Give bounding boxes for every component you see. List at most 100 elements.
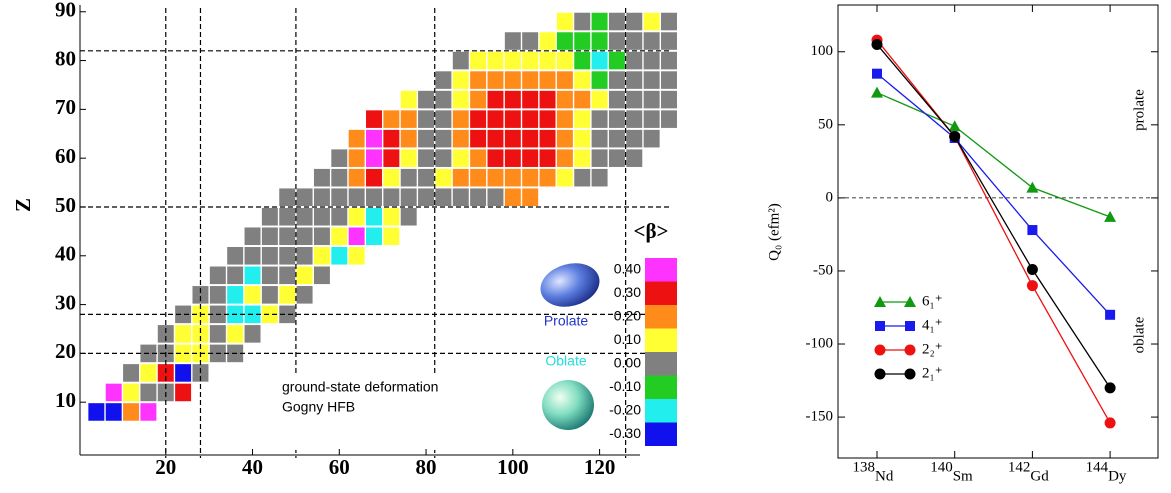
nucleus-cell bbox=[557, 32, 573, 50]
y-tick-label: 60 bbox=[55, 144, 76, 168]
nucleus-cell bbox=[383, 227, 399, 245]
nucleus-cell bbox=[505, 130, 521, 148]
nucleus-cell bbox=[366, 208, 382, 226]
oblate-label: Oblate bbox=[545, 353, 586, 369]
nucleus-cell bbox=[418, 169, 434, 187]
nucleus-cell bbox=[644, 130, 660, 148]
nucleus-cell bbox=[609, 32, 625, 50]
y-axis-label: Z bbox=[11, 198, 35, 212]
nucleus-cell bbox=[227, 267, 243, 285]
nucleus-cell bbox=[470, 149, 486, 167]
legend-swatch bbox=[645, 423, 677, 447]
legend-swatch bbox=[645, 399, 677, 423]
x-tick-label: 40 bbox=[242, 455, 263, 479]
nucleus-cell bbox=[297, 247, 313, 265]
legend-label: 6₁⁺ bbox=[922, 293, 943, 309]
legend-title: <β> bbox=[634, 219, 669, 243]
nucleus-cell bbox=[505, 91, 521, 109]
nucleus-cell bbox=[175, 384, 191, 402]
nucleus-cell bbox=[661, 110, 677, 128]
nucleus-cell bbox=[540, 130, 556, 148]
nucleus-cell bbox=[383, 149, 399, 167]
nucleus-cell bbox=[626, 32, 642, 50]
nucleus-cell bbox=[349, 208, 365, 226]
nucleus-cell bbox=[592, 110, 608, 128]
nucleus-cell bbox=[470, 110, 486, 128]
nucleus-cell bbox=[505, 188, 521, 206]
nucleus-cell bbox=[314, 267, 330, 285]
nucleus-cell bbox=[487, 91, 503, 109]
x-tick-mass: 144 bbox=[1086, 459, 1109, 475]
nucleus-cell bbox=[383, 188, 399, 206]
nucleus-cell bbox=[626, 52, 642, 70]
nucleus-cell bbox=[349, 227, 365, 245]
nucleus-cell bbox=[487, 71, 503, 89]
nucleus-cell bbox=[401, 188, 417, 206]
nucleus-cell bbox=[349, 247, 365, 265]
data-point bbox=[1104, 211, 1116, 222]
nucleus-cell bbox=[366, 169, 382, 187]
data-point bbox=[949, 131, 960, 142]
nucleus-cell bbox=[262, 286, 278, 304]
data-point bbox=[1027, 280, 1038, 291]
legend-label: -0.30 bbox=[609, 425, 641, 441]
nucleus-cell bbox=[297, 267, 313, 285]
nucleus-cell bbox=[418, 91, 434, 109]
nucleus-cell bbox=[487, 169, 503, 187]
nucleus-cell bbox=[522, 188, 538, 206]
y-axis-label: Q₀ (efm²) bbox=[766, 203, 782, 261]
nucleus-cell bbox=[401, 149, 417, 167]
nucleus-cell bbox=[505, 71, 521, 89]
nucleus-cell bbox=[522, 130, 538, 148]
nucleus-cell bbox=[227, 247, 243, 265]
nucleus-cell bbox=[245, 227, 261, 245]
nucleus-cell bbox=[487, 149, 503, 167]
nucleus-cell bbox=[314, 227, 330, 245]
nucleus-cell bbox=[592, 169, 608, 187]
x-tick-label: 20 bbox=[155, 455, 176, 479]
prolate-label: Prolate bbox=[544, 313, 589, 329]
nucleus-cell bbox=[453, 71, 469, 89]
nucleus-cell bbox=[140, 403, 156, 421]
annotation: prolate bbox=[1131, 89, 1147, 131]
y-tick-label: 50 bbox=[818, 116, 833, 132]
y-tick-label: -100 bbox=[806, 335, 834, 351]
oblate-shape bbox=[542, 380, 594, 430]
nucleus-cell bbox=[366, 130, 382, 148]
data-point bbox=[905, 345, 916, 356]
data-point bbox=[1026, 182, 1038, 193]
nucleus-cell bbox=[505, 110, 521, 128]
nucleus-cell bbox=[123, 384, 139, 402]
nucleus-cell bbox=[262, 227, 278, 245]
nucleus-cell bbox=[453, 52, 469, 70]
nucleus-cell bbox=[505, 169, 521, 187]
nucleus-cell bbox=[557, 149, 573, 167]
nucleus-cell bbox=[262, 267, 278, 285]
nuclear-chart: ground-state deformationGogny HFB2040608… bbox=[11, 0, 677, 479]
nucleus-cell bbox=[383, 130, 399, 148]
nucleus-cell bbox=[626, 13, 642, 31]
nucleus-cell bbox=[557, 52, 573, 70]
nucleus-cell bbox=[331, 247, 347, 265]
nucleus-cell bbox=[245, 325, 261, 343]
nucleus-cell bbox=[487, 52, 503, 70]
nucleus-cell bbox=[592, 13, 608, 31]
y-tick-label: 10 bbox=[55, 388, 76, 412]
nucleus-cell bbox=[175, 364, 191, 382]
nucleus-cell bbox=[470, 169, 486, 187]
x-tick-label: Gd bbox=[1030, 468, 1049, 484]
data-point bbox=[871, 87, 883, 98]
nucleus-cell bbox=[435, 110, 451, 128]
nucleus-cell bbox=[574, 13, 590, 31]
nucleus-cell bbox=[418, 110, 434, 128]
nucleus-cell bbox=[661, 91, 677, 109]
y-tick-label: 40 bbox=[55, 242, 76, 266]
nucleus-cell bbox=[592, 52, 608, 70]
nucleus-cell bbox=[245, 286, 261, 304]
nucleus-cell bbox=[279, 286, 295, 304]
data-point bbox=[905, 321, 915, 331]
nucleus-cell bbox=[522, 110, 538, 128]
nucleus-cell bbox=[522, 91, 538, 109]
nucleus-cell bbox=[522, 32, 538, 50]
nucleus-cell bbox=[88, 403, 104, 421]
